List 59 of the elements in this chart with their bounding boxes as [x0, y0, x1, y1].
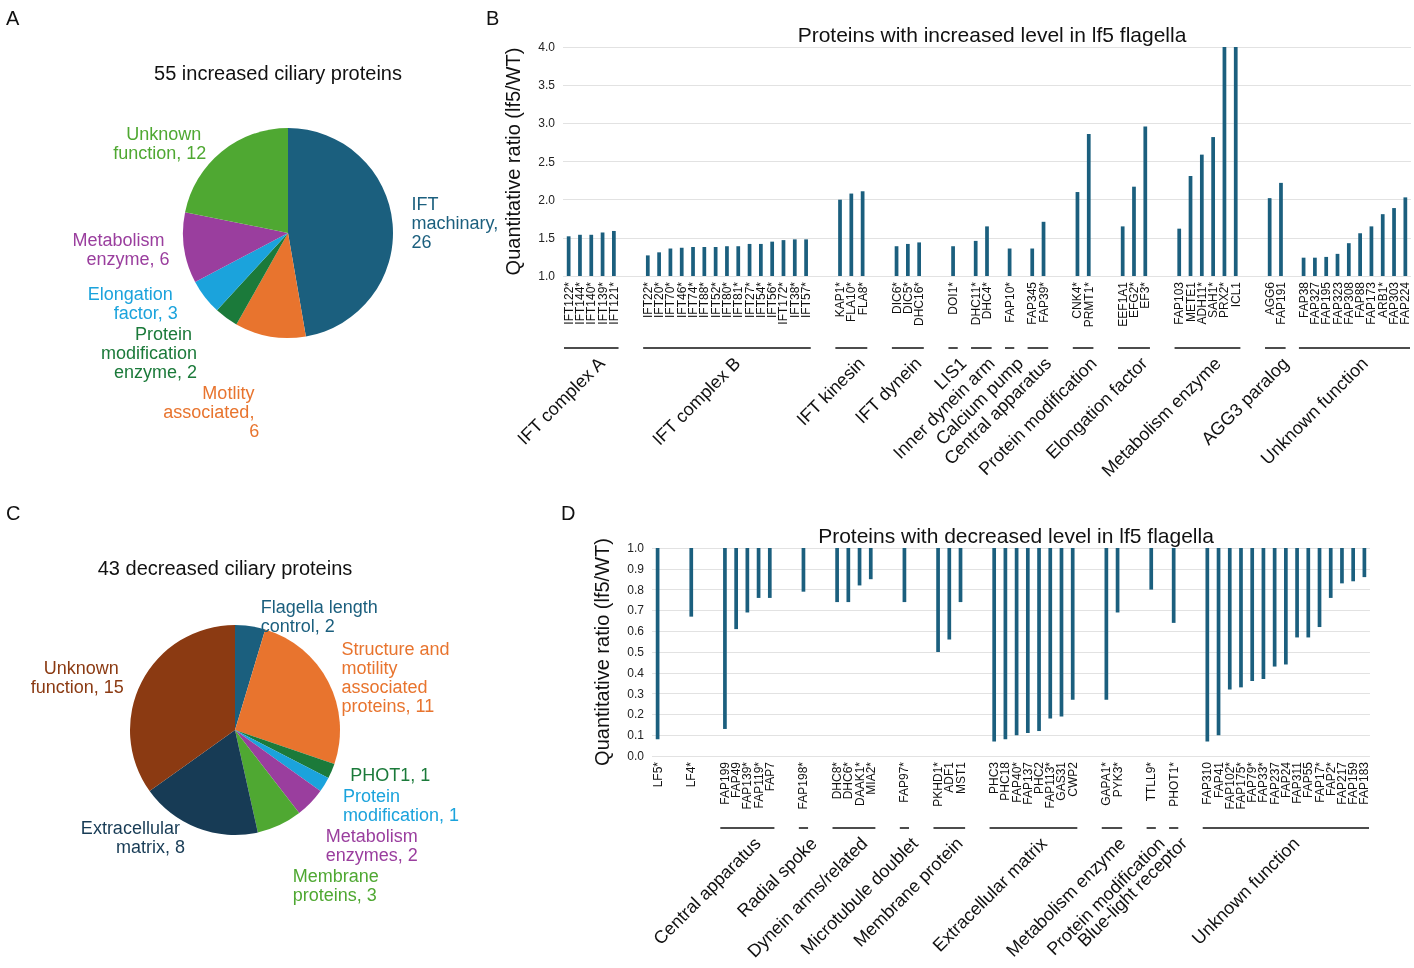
slice-label: Membrane proteins, 3 — [292, 865, 384, 905]
chart-title: Proteins with increased level in lf5 flagella — [797, 23, 1187, 46]
text: D — [561, 502, 576, 524]
chart-title: 43 decreased ciliary proteins — [97, 557, 353, 579]
slice-label: Extracellular matrix, 8 — [80, 817, 185, 857]
slice-label: Metabolism enzyme, 6 — [72, 229, 170, 269]
y-tick-label: 0.8 — [627, 582, 645, 597]
x-tick-label: EF3* — [1138, 281, 1153, 309]
slice-label: Flagella length control, 2 — [260, 596, 383, 636]
x-tick-label: LF4* — [684, 761, 699, 788]
x-tick-label: FAP97* — [897, 761, 912, 803]
y-tick-label: 0.7 — [627, 603, 645, 618]
y-tick-label: 0.2 — [627, 707, 645, 722]
y-tick-label: 0.5 — [627, 645, 645, 659]
chart-title: 55 increased ciliary proteins — [154, 62, 402, 84]
slice-label: Unknown function, 12 — [113, 124, 207, 164]
y-tick-label: 3.0 — [538, 116, 556, 131]
text: A — [6, 7, 20, 29]
slice-label: Unknown function, 15 — [30, 657, 124, 697]
x-tick-label: FAP224 — [1398, 281, 1413, 325]
y-tick-label: 0.9 — [627, 561, 645, 576]
slice-label: Protein modification, 1 — [342, 785, 459, 825]
x-tick-label: DOI1* — [946, 281, 961, 315]
text: C — [6, 502, 21, 524]
y-tick-label: 2.0 — [538, 192, 556, 207]
y-tick-label: 1.0 — [538, 269, 556, 283]
y-tick-label: 2.5 — [538, 154, 556, 169]
x-tick-label: DHC11* — [968, 281, 983, 326]
x-tick-label: FAP10* — [1002, 281, 1017, 323]
x-tick-label: FAP198* — [796, 761, 811, 810]
y-tick-label: 1.0 — [627, 541, 645, 555]
slice-label: Protein modification enzyme, 2 — [100, 323, 198, 382]
y-tick-label: 0.3 — [627, 686, 645, 701]
y-tick-label: 3.5 — [538, 78, 556, 93]
y-tick-label: 0.1 — [627, 728, 645, 743]
slice-label: PHOT1, 1 — [350, 764, 431, 785]
x-tick-label: DHC4* — [980, 281, 994, 320]
slice-label: IFT machinary, 26 — [411, 194, 504, 253]
text: B — [486, 7, 500, 29]
y-axis-title: Quantitative ratio (lf5/WT) — [502, 47, 524, 276]
x-tick-label: LF5* — [650, 761, 665, 788]
y-tick-label: 4.0 — [538, 40, 556, 54]
x-tick-label: FAP199 — [717, 761, 732, 805]
slice-label: Motlity associated, 6 — [163, 382, 260, 441]
x-tick-label: IFT22* — [640, 281, 655, 319]
slice-label: Elongation factor, 3 — [87, 283, 178, 323]
x-tick-label: IFT57* — [799, 281, 814, 319]
x-tick-label: DHC16* — [912, 281, 927, 327]
x-tick-label: PHOT1* — [1166, 761, 1181, 807]
y-axis-title: Quantitative ratio (lf5/WT) — [591, 538, 613, 766]
y-tick-label: 0.0 — [627, 749, 645, 763]
slice-label: Structure and motility associated proteins, 11 — [341, 638, 455, 716]
x-tick-label: FAP183 — [1357, 761, 1372, 805]
chart-title: Proteins with decreased level in lf5 flagella — [818, 524, 1215, 547]
y-tick-label: 0.4 — [627, 665, 645, 680]
y-tick-label: 0.6 — [627, 624, 645, 639]
y-tick-label: 1.5 — [538, 230, 556, 245]
slice-label: Metabolism enzymes, 2 — [325, 825, 423, 865]
x-tick-label: TTLL9* — [1144, 761, 1159, 802]
